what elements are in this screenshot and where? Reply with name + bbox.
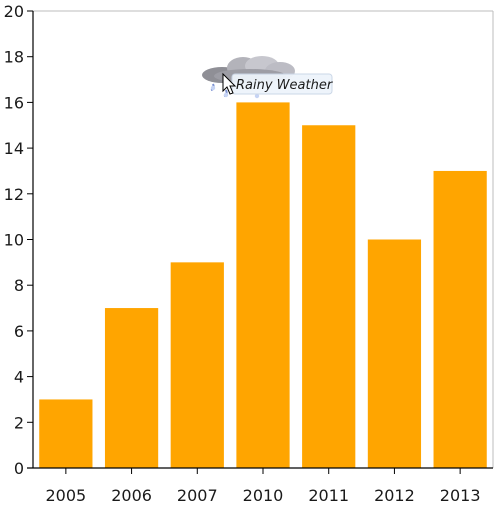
mouse-pointer-icon bbox=[222, 72, 237, 95]
bar-2011 bbox=[302, 125, 356, 468]
x-tick-label: 2006 bbox=[111, 486, 152, 505]
bar-2005 bbox=[39, 399, 93, 468]
y-tick-label: 8 bbox=[14, 276, 24, 295]
x-axis: 2005 2006 2007 2010 2011 2012 2013 bbox=[27, 467, 493, 505]
x-tick-label: 2010 bbox=[243, 486, 284, 505]
x-tick-label: 2013 bbox=[440, 486, 481, 505]
y-tick-label: 12 bbox=[4, 185, 24, 204]
x-tick-label: 2007 bbox=[177, 486, 218, 505]
y-axis: 0 2 4 6 8 10 12 14 16 18 20 bbox=[4, 2, 34, 478]
x-tick-label: 2011 bbox=[308, 486, 349, 505]
y-tick-label: 0 bbox=[14, 459, 24, 478]
bar-2006 bbox=[104, 308, 159, 468]
y-tick-label: 10 bbox=[4, 231, 24, 250]
bar-2012 bbox=[367, 239, 422, 468]
tooltip-label: Rainy Weather bbox=[236, 78, 334, 93]
y-tick-label: 4 bbox=[14, 368, 24, 387]
y-tick-label: 6 bbox=[14, 322, 24, 341]
x-tick-label: 2005 bbox=[45, 486, 86, 505]
y-tick-label: 16 bbox=[4, 93, 24, 112]
tooltip: Rainy Weather bbox=[202, 56, 334, 99]
y-tick-label: 2 bbox=[14, 413, 24, 432]
bars bbox=[39, 102, 487, 469]
y-tick-label: 20 bbox=[4, 2, 24, 21]
y-tick-label: 14 bbox=[4, 139, 24, 158]
bar-2007 bbox=[170, 262, 224, 468]
bar-2013 bbox=[433, 170, 487, 468]
plot-frame bbox=[33, 10, 494, 468]
y-tick-label: 18 bbox=[4, 48, 24, 67]
bar-2010 bbox=[236, 102, 290, 469]
x-tick-label: 2012 bbox=[374, 486, 415, 505]
